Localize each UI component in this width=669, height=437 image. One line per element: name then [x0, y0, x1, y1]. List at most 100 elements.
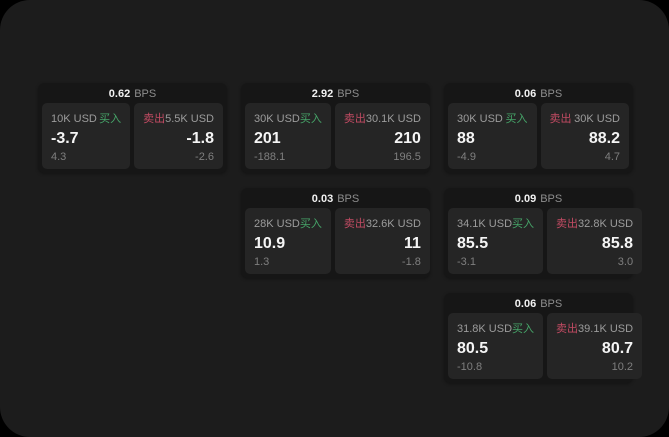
- quote-card-body: 28K USD 买入 10.9 1.3 卖出 32.6K USD 11 -1.8: [245, 208, 430, 274]
- sell-notional: 32.6K USD: [365, 218, 421, 230]
- buy-notional: 10K USD: [51, 113, 97, 125]
- sell-notional: 32.8K USD: [578, 218, 634, 230]
- buy-price: 85.5: [457, 235, 489, 252]
- bps-header: 0.62 BPS: [42, 86, 223, 103]
- quote-card: 0.09 BPS 34.1K USD 买入 85.5 -3.1 卖出 32.8K …: [444, 188, 643, 278]
- sell-label: 卖出: [143, 113, 166, 125]
- buy-tile[interactable]: 34.1K USD 买入 85.5 -3.1: [448, 208, 544, 274]
- buy-tile[interactable]: 30K USD 买入 88 -4.9: [448, 103, 537, 169]
- buy-price: 201: [254, 130, 281, 147]
- bps-unit-label: BPS: [540, 193, 563, 205]
- buy-label: 买入: [512, 323, 535, 335]
- buy-price: -3.7: [51, 130, 79, 147]
- buy-label: 买入: [505, 113, 528, 125]
- buy-price: 88: [457, 130, 475, 147]
- buy-tile-header: 30K USD 买入: [457, 110, 528, 126]
- buy-delta: 4.3: [51, 151, 67, 163]
- buy-delta: -10.8: [457, 361, 483, 373]
- quote-card-body: 31.8K USD 买入 80.5 -10.8 卖出 39.1K USD 80.…: [448, 313, 643, 379]
- bps-value: 0.06: [514, 298, 537, 310]
- bps-header: 0.06 BPS: [448, 86, 629, 103]
- sell-label: 卖出: [343, 113, 366, 125]
- sell-tile-header: 卖出 5.5K USD: [143, 110, 214, 126]
- buy-tile[interactable]: 28K USD 买入 10.9 1.3: [245, 208, 331, 274]
- buy-notional: 30K USD: [254, 113, 300, 125]
- sell-tile-header: 卖出 30.1K USD: [344, 110, 421, 126]
- buy-price: 80.5: [457, 340, 489, 357]
- sell-tile-header: 卖出 32.6K USD: [344, 215, 421, 231]
- quote-card: 0.06 BPS 31.8K USD 买入 80.5 -10.8 卖出 39.1K…: [444, 293, 643, 383]
- sell-price: -1.8: [186, 130, 214, 147]
- quote-card-body: 30K USD 买入 88 -4.9 卖出 30K USD 88.2 4.7: [448, 103, 629, 169]
- sell-tile[interactable]: 卖出 32.6K USD 11 -1.8: [334, 208, 430, 274]
- buy-label: 买入: [299, 113, 322, 125]
- quote-card-body: 10K USD 买入 -3.7 4.3 卖出 5.5K USD -1.8 -2.…: [42, 103, 223, 169]
- sell-notional: 39.1K USD: [578, 323, 634, 335]
- bps-unit-label: BPS: [540, 88, 563, 100]
- sell-delta: 3.0: [617, 256, 634, 268]
- sell-delta: 196.5: [393, 151, 421, 163]
- sell-label: 卖出: [343, 218, 366, 230]
- sell-tile[interactable]: 卖出 30.1K USD 210 196.5: [334, 103, 430, 169]
- sell-price: 85.8: [601, 235, 634, 252]
- quote-card: 2.92 BPS 30K USD 买入 201 -188.1 卖出 30.1K U…: [241, 83, 430, 173]
- buy-tile[interactable]: 10K USD 买入 -3.7 4.3: [42, 103, 131, 169]
- sell-delta: 10.2: [611, 361, 634, 373]
- bps-unit-label: BPS: [134, 88, 157, 100]
- sell-price: 80.7: [601, 340, 634, 357]
- sell-label: 卖出: [549, 113, 572, 125]
- sell-notional: 30K USD: [574, 113, 620, 125]
- quote-card: 0.62 BPS 10K USD 买入 -3.7 4.3 卖出 5.5K USD …: [38, 83, 227, 173]
- buy-tile-header: 30K USD 买入: [254, 110, 322, 126]
- buy-delta: 1.3: [254, 256, 270, 268]
- bps-header: 0.06 BPS: [448, 296, 629, 313]
- sell-delta: 4.7: [604, 151, 620, 163]
- sell-tile-header: 卖出 32.8K USD: [556, 215, 633, 231]
- buy-delta: -4.9: [457, 151, 476, 163]
- cards-grid: 0.62 BPS 10K USD 买入 -3.7 4.3 卖出 5.5K USD …: [38, 83, 643, 383]
- buy-notional: 34.1K USD: [457, 218, 513, 230]
- bps-value: 0.06: [514, 88, 537, 100]
- buy-label: 买入: [512, 218, 535, 230]
- bps-value: 2.92: [311, 88, 334, 100]
- buy-tile[interactable]: 30K USD 买入 201 -188.1: [245, 103, 331, 169]
- bps-header: 0.09 BPS: [448, 191, 629, 208]
- buy-tile-header: 31.8K USD 买入: [457, 320, 534, 336]
- buy-price: 10.9: [254, 235, 286, 252]
- sell-label: 卖出: [556, 323, 579, 335]
- bps-value: 0.03: [311, 193, 334, 205]
- sell-price: 88.2: [588, 130, 620, 147]
- sell-delta: -2.6: [195, 151, 214, 163]
- buy-tile[interactable]: 31.8K USD 买入 80.5 -10.8: [448, 313, 544, 379]
- buy-label: 买入: [99, 113, 122, 125]
- bps-unit-label: BPS: [337, 88, 360, 100]
- sell-tile[interactable]: 卖出 32.8K USD 85.8 3.0: [547, 208, 643, 274]
- buy-tile-header: 34.1K USD 买入: [457, 215, 534, 231]
- sell-price: 11: [403, 235, 421, 252]
- sell-tile-header: 卖出 39.1K USD: [556, 320, 633, 336]
- sell-tile[interactable]: 卖出 39.1K USD 80.7 10.2: [547, 313, 643, 379]
- bps-value: 0.09: [514, 193, 537, 205]
- bps-unit-label: BPS: [337, 193, 360, 205]
- sell-price: 210: [394, 130, 421, 147]
- buy-delta: -188.1: [254, 151, 286, 163]
- buy-notional: 28K USD: [254, 218, 300, 230]
- quote-card: 0.03 BPS 28K USD 买入 10.9 1.3 卖出 32.6K USD…: [241, 188, 430, 278]
- buy-notional: 31.8K USD: [457, 323, 513, 335]
- buy-delta: -3.1: [457, 256, 476, 268]
- sell-label: 卖出: [556, 218, 579, 230]
- sell-notional: 5.5K USD: [165, 113, 214, 125]
- buy-notional: 30K USD: [457, 113, 503, 125]
- sell-tile[interactable]: 卖出 5.5K USD -1.8 -2.6: [134, 103, 223, 169]
- quote-card-body: 34.1K USD 买入 85.5 -3.1 卖出 32.8K USD 85.8…: [448, 208, 643, 274]
- bps-unit-label: BPS: [540, 298, 563, 310]
- buy-tile-header: 28K USD 买入: [254, 215, 322, 231]
- sell-notional: 30.1K USD: [365, 113, 421, 125]
- buy-label: 买入: [299, 218, 322, 230]
- bps-value: 0.62: [108, 88, 131, 100]
- bps-header: 0.03 BPS: [245, 191, 426, 208]
- buy-tile-header: 10K USD 买入: [51, 110, 121, 126]
- quote-card-body: 30K USD 买入 201 -188.1 卖出 30.1K USD 210 1…: [245, 103, 430, 169]
- sell-tile[interactable]: 卖出 30K USD 88.2 4.7: [540, 103, 629, 169]
